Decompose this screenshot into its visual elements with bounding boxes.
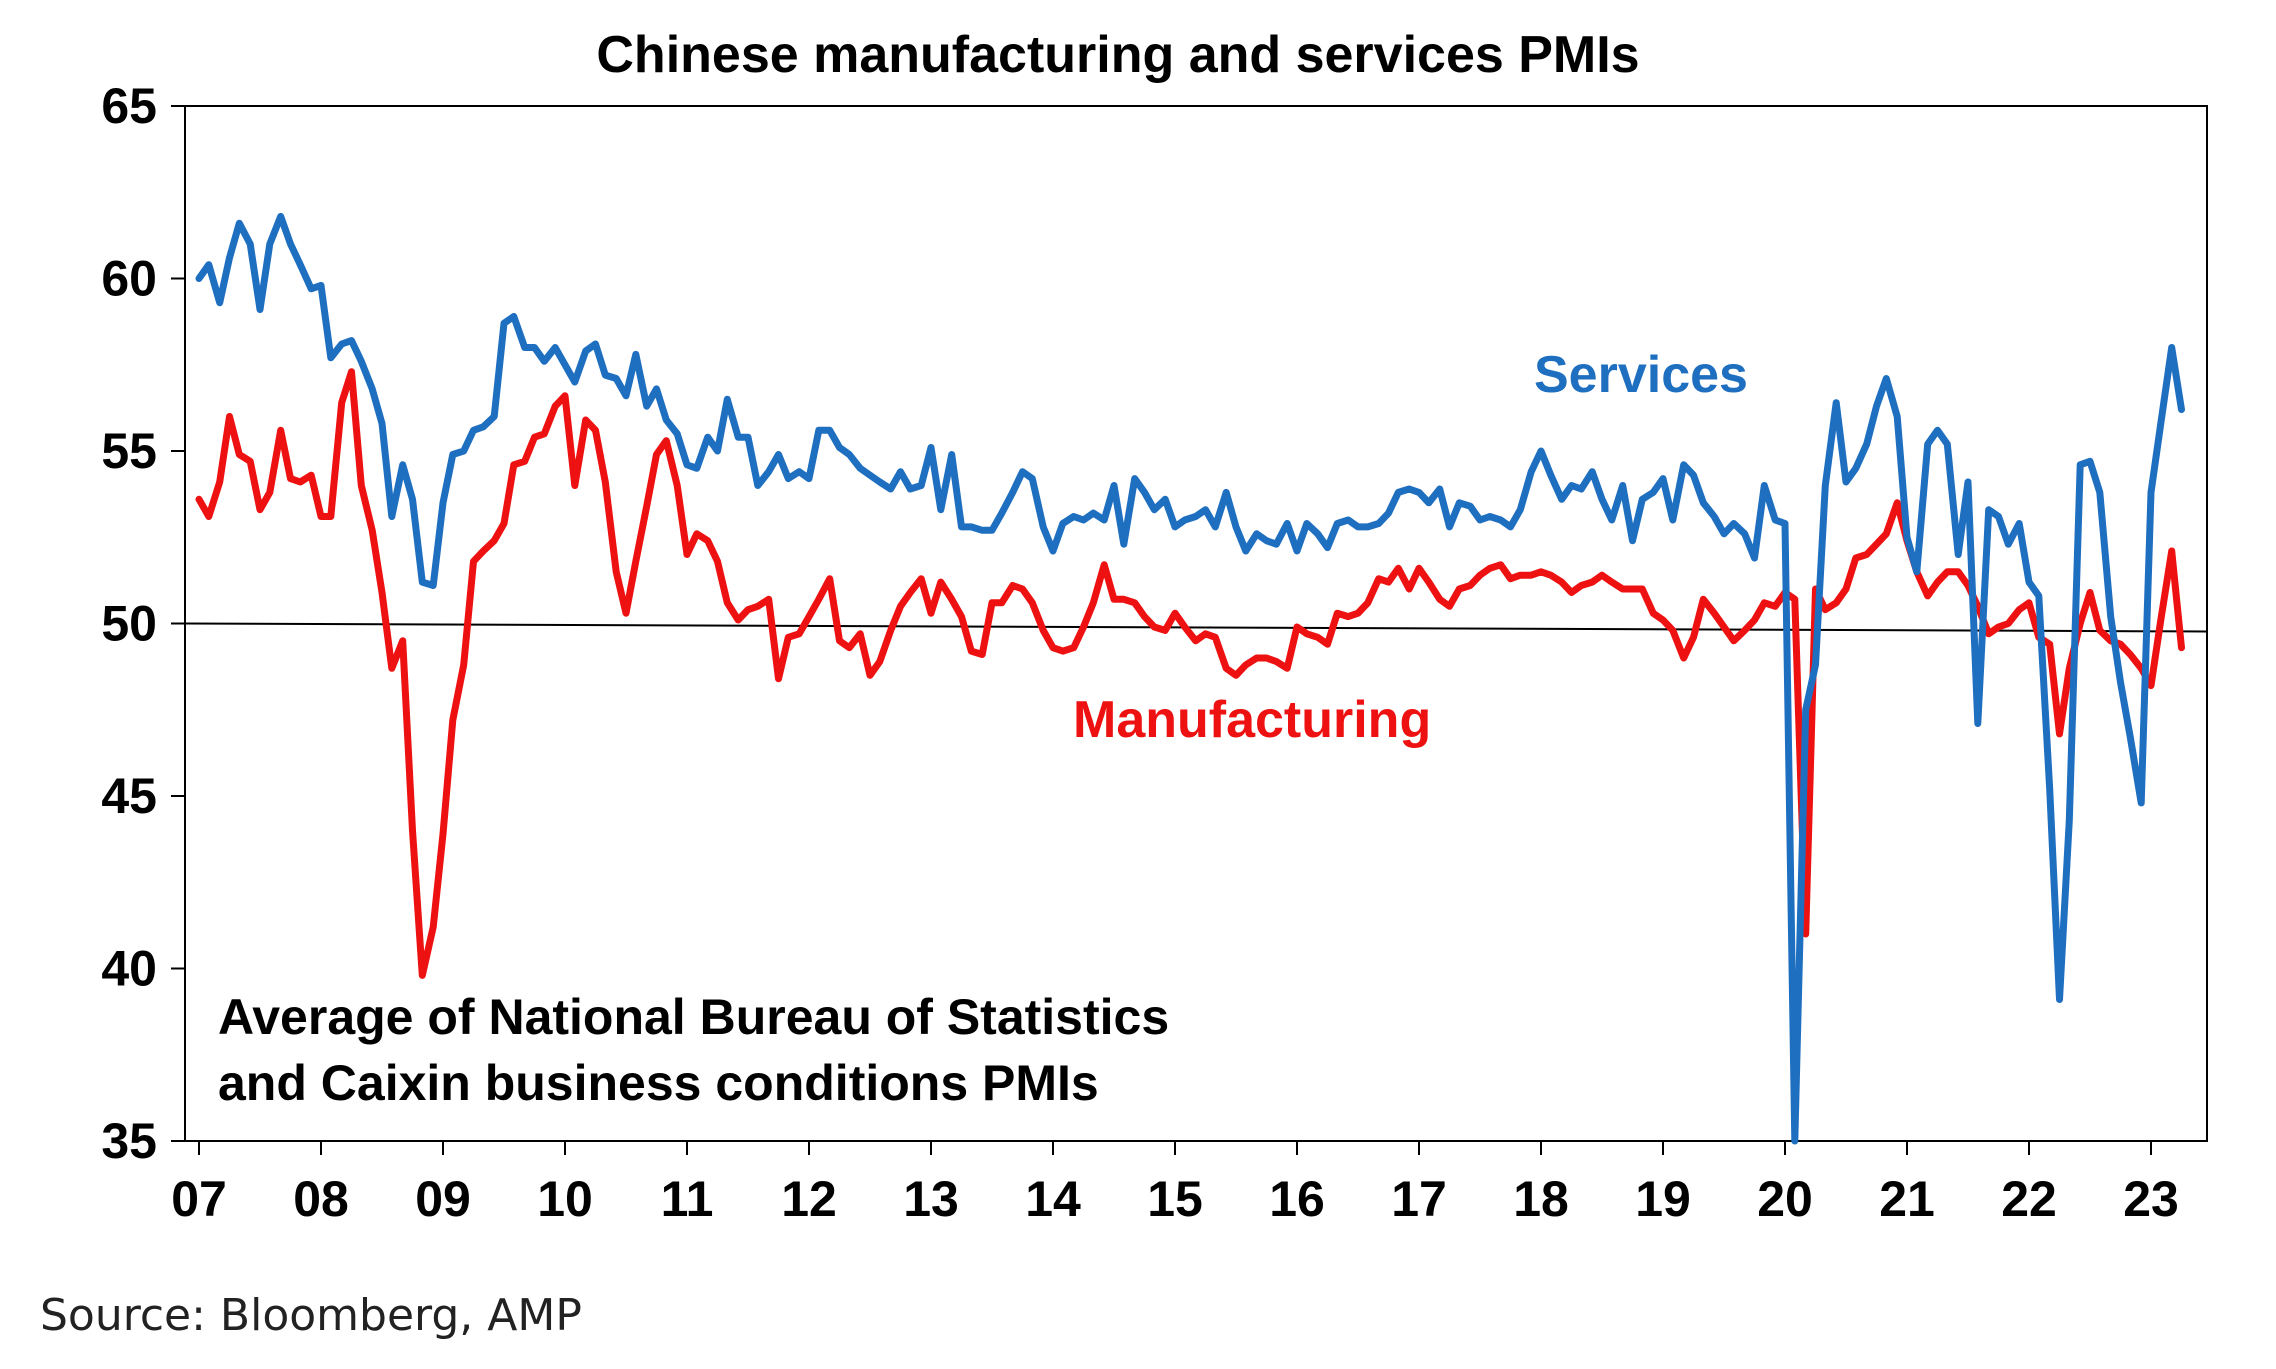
y-tick-label: 60 (101, 251, 157, 307)
services-series-line (195, 212, 2185, 1145)
x-tick-label: 22 (2001, 1171, 2057, 1227)
x-tick-label: 08 (293, 1171, 349, 1227)
series-layer (195, 212, 2185, 1145)
x-tick-label: 11 (661, 1171, 714, 1227)
x-tick-label: 17 (1391, 1171, 1447, 1227)
x-tick-label: 12 (781, 1171, 837, 1227)
x-tick-label: 16 (1269, 1171, 1325, 1227)
x-tick-label: 19 (1635, 1171, 1691, 1227)
note-line-2: and Caixin business conditions PMIs (218, 1055, 1099, 1111)
fifty-reference-line (184, 622, 2208, 633)
manufacturing-series-line (195, 368, 2185, 979)
x-tick-label: 18 (1513, 1171, 1569, 1227)
y-tick-label: 65 (101, 78, 157, 134)
y-axis: 35 40 45 50 55 60 65 (101, 78, 185, 1169)
x-axis: 07 08 09 10 11 12 13 14 15 16 17 18 19 20 21 22 23 (171, 1141, 2179, 1227)
x-tick-label: 14 (1025, 1171, 1081, 1227)
x-tick-label: 07 (171, 1171, 227, 1227)
x-tick-label: 21 (1879, 1171, 1935, 1227)
plot-area (184, 105, 2208, 1142)
manufacturing-label: Manufacturing (1073, 691, 1431, 749)
x-tick-label: 13 (903, 1171, 959, 1227)
y-tick-label: 50 (101, 596, 157, 652)
services-label: Services (1534, 346, 1748, 404)
x-tick-label: 15 (1147, 1171, 1203, 1227)
x-tick-label: 23 (2123, 1171, 2179, 1227)
note-line-1: Average of National Bureau of Statistics (218, 989, 1169, 1045)
chart-title: Chinese manufacturing and services PMIs (596, 26, 1639, 84)
source-note: Source: Bloomberg, AMP (40, 1290, 582, 1341)
y-tick-label: 55 (101, 423, 157, 479)
x-tick-label: 10 (537, 1171, 593, 1227)
y-tick-label: 45 (101, 768, 157, 824)
x-tick-label: 20 (1757, 1171, 1813, 1227)
x-tick-label: 09 (415, 1171, 471, 1227)
y-tick-label: 40 (101, 941, 157, 997)
y-tick-label: 35 (101, 1113, 157, 1169)
